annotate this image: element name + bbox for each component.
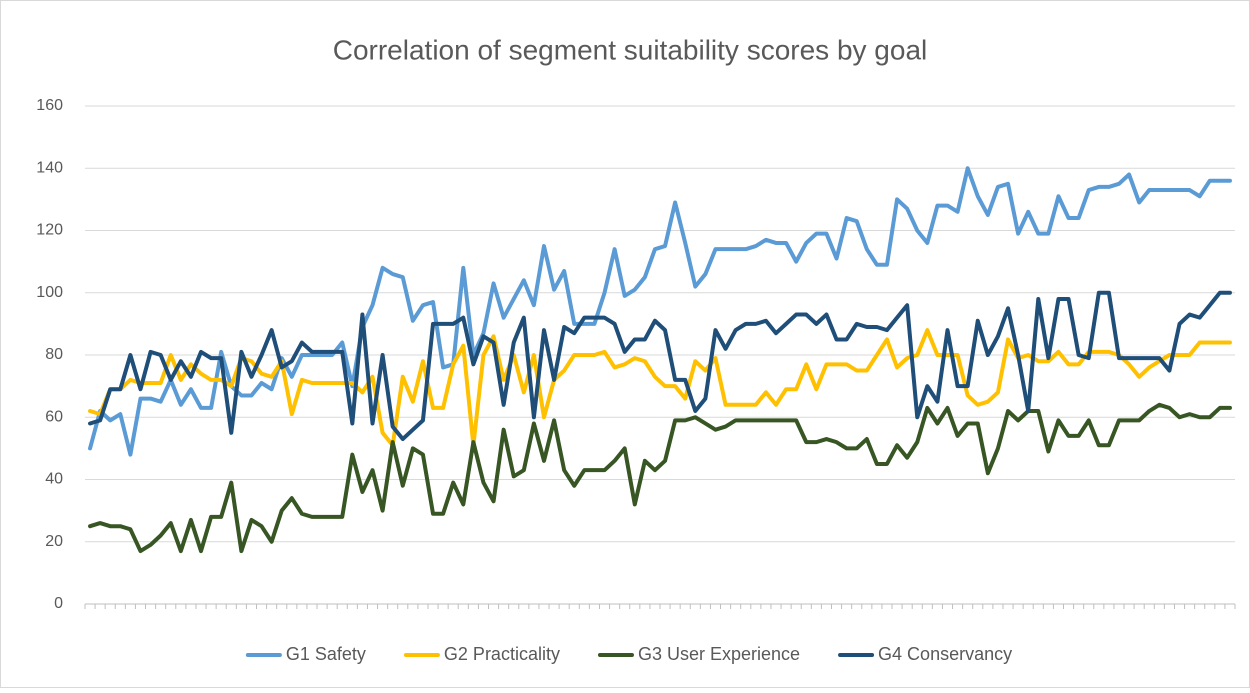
y-tick-label: 100 — [36, 284, 63, 301]
legend-label: G2 Practicality — [444, 644, 560, 664]
y-tick-label: 60 — [45, 408, 63, 425]
legend-label: G1 Safety — [286, 644, 366, 664]
y-tick-label: 160 — [36, 97, 63, 114]
legend-label: G4 Conservancy — [878, 644, 1012, 664]
y-tick-label: 80 — [45, 346, 63, 363]
y-tick-label: 0 — [54, 595, 63, 612]
chart-title: Correlation of segment suitability score… — [333, 34, 928, 65]
series-line — [88, 290, 1232, 442]
y-tick-label: 140 — [36, 159, 63, 176]
y-tick-label: 120 — [36, 222, 63, 239]
y-tick-label: 40 — [45, 471, 63, 488]
y-tick-label: 20 — [45, 533, 63, 550]
legend-label: G3 User Experience — [638, 644, 800, 664]
series-line — [88, 402, 1232, 554]
